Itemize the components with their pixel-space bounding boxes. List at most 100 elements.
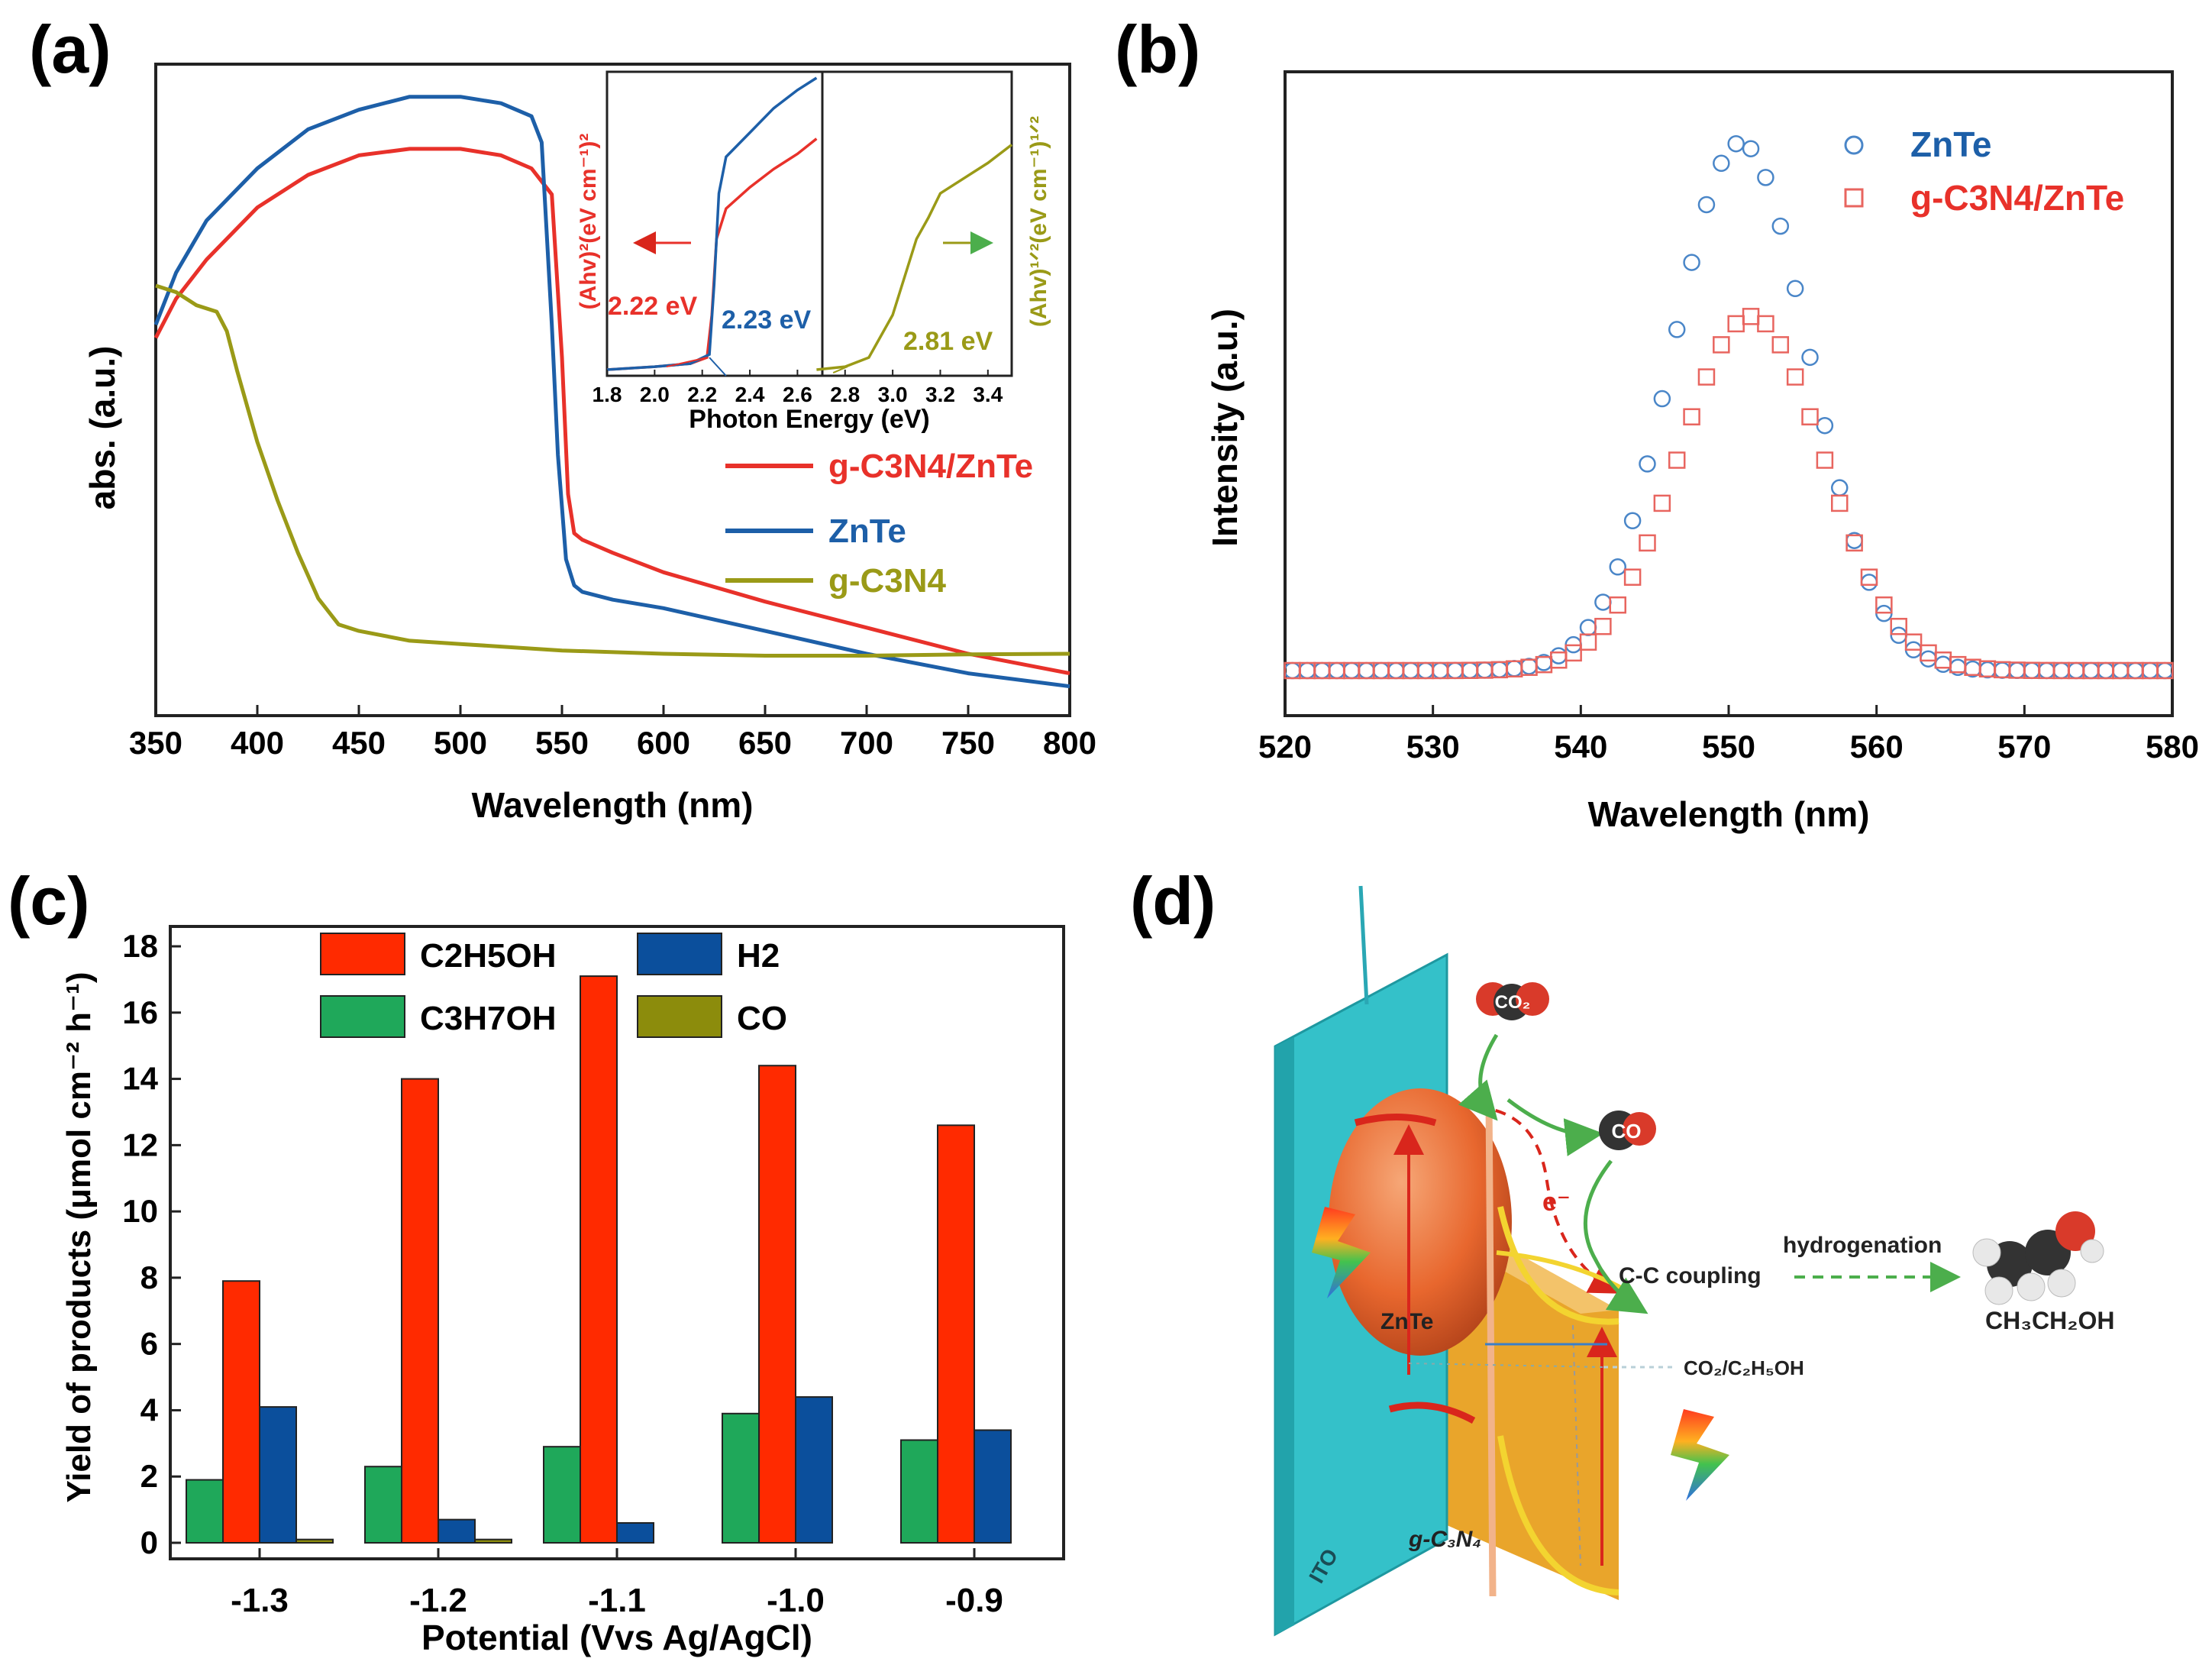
x-tick-label: 570 (1997, 729, 2051, 765)
panel-c-y-ticks: 0 2 4 6 8 10 12 14 16 18 (122, 928, 181, 1560)
interface-line (1485, 1099, 1497, 1597)
data-point-znte (1298, 661, 1316, 680)
ethanol-h-2 (1984, 1276, 2013, 1305)
znte-cb-band (1354, 1114, 1437, 1127)
data-point-znte (2097, 661, 2115, 680)
x-tick-label: 600 (637, 725, 690, 761)
data-point-znte (2126, 661, 2144, 680)
bar-h2--1.0 (795, 1396, 833, 1544)
data-point-g-c3n4-znte (1609, 596, 1626, 614)
inset-tangent-line (709, 357, 727, 377)
panel-c-y-label: Yield of products (μmol cm⁻² h⁻¹) (60, 972, 98, 1502)
legend-label-znte-b: ZnTe (1910, 124, 1991, 164)
ito-plate-edge (1275, 1037, 1294, 1634)
y-tick-label: 0 (140, 1524, 158, 1560)
znte-vb-band (1388, 1402, 1476, 1424)
inset-tangent-line (832, 366, 848, 373)
x-tick-label: -1.0 (767, 1582, 825, 1619)
data-point-znte (1520, 658, 1538, 675)
inset-y-label-right: (Ahv)¹ᐟ²(eV cm⁻¹)¹ᐟ² (1026, 116, 1051, 327)
data-point-znte (1284, 661, 1301, 680)
data-point-g-c3n4-znte (1831, 494, 1849, 512)
inset-annotation-2-22-ev: 2.22 eV (608, 292, 698, 321)
bar-c3h7oh--0.9 (900, 1439, 938, 1544)
panel-label-b: (b) (1115, 11, 1200, 87)
legend-label-h2: H2 (737, 937, 780, 975)
x-tick-label: -1.2 (409, 1582, 467, 1619)
data-point-znte (1490, 661, 1509, 678)
x-tick-label: 400 (231, 725, 284, 761)
panel-a-y-label: abs. (a.u.) (82, 346, 122, 510)
panel-b-legend: ZnTe g-C3N4/ZnTe (1844, 124, 2124, 218)
panel-c-x-ticks: -1.3 -1.2 -1.1 -1.0 -0.9 (231, 1548, 1003, 1619)
light-bolt-right-icon (1671, 1409, 1729, 1501)
panel-a-x-label: Wavelength (nm) (472, 785, 754, 825)
data-point-znte (1476, 661, 1494, 679)
data-point-znte (1653, 390, 1671, 408)
series-line-znte (153, 95, 1070, 689)
y-tick-label: 12 (122, 1127, 158, 1162)
data-point-g-c3n4-znte (1713, 336, 1730, 354)
y-tick-label: 18 (122, 928, 158, 964)
znte-label: ZnTe (1380, 1309, 1433, 1334)
data-point-g-c3n4-znte (1904, 633, 1923, 651)
data-point-znte (2023, 661, 2041, 680)
inset-x-label: Photon Energy (eV) (689, 405, 929, 434)
data-point-g-c3n4-znte (2156, 661, 2174, 680)
panel-a-legend: g-C3N4/ZnTe ZnTe g-C3N4 (725, 448, 1033, 600)
legend-marker-g-c3n4-znte (1844, 188, 1864, 208)
co2-label: CO₂ (1495, 992, 1531, 1013)
x-tick-label: 550 (1702, 729, 1755, 765)
data-point-g-c3n4-znte (1727, 315, 1745, 333)
bar-c3h7oh--1.0 (722, 1412, 760, 1544)
panel-a-uv-vis-chart: 350 400 450 500 550 600 650 700 750 800 Wavelengt… (82, 63, 1096, 825)
panel-b-frame (1284, 70, 2174, 717)
panel-label-a: (a) (29, 11, 111, 87)
electron-label: e⁻ (1542, 1188, 1571, 1217)
ethanol-oxygen (2055, 1211, 2095, 1251)
x-tick-label: 650 (738, 725, 792, 761)
data-point-znte (1609, 558, 1626, 576)
data-point-znte (1387, 661, 1405, 680)
data-point-g-c3n4-znte (1801, 408, 1819, 425)
panel-a-inset: 1.8 2.0 2.2 2.4 2.6 2.8 3.0 3.2 3.4 Photon Energ… (576, 70, 1051, 434)
panel-b-series (1284, 134, 2174, 680)
panel-b-y-label: Intensity (a.u.) (1205, 309, 1245, 547)
gcn-dashed-guide (1572, 1324, 1581, 1566)
data-point-znte (1505, 660, 1523, 677)
data-point-znte (1446, 661, 1464, 680)
data-point-znte (2038, 661, 2055, 680)
y-tick-label: 16 (122, 994, 158, 1030)
inset-x-tick-label: 3.0 (878, 383, 908, 406)
x-tick-label: -1.3 (231, 1582, 289, 1619)
data-point-znte (1342, 661, 1361, 680)
bar-c3h7oh--1.3 (186, 1479, 224, 1544)
bar-c3h7oh--1.2 (364, 1466, 402, 1544)
x-tick-label: 700 (840, 725, 893, 761)
data-point-znte (1727, 134, 1745, 153)
data-point-znte (1461, 661, 1479, 679)
data-point-g-c3n4-znte (1594, 617, 1612, 635)
hydrogenation-label: hydrogenation (1783, 1233, 1942, 1258)
inset-x-tick-label: 2.0 (640, 383, 670, 406)
data-point-znte (1550, 647, 1568, 664)
data-point-g-c3n4-znte (1845, 534, 1863, 552)
electron-path (1477, 1106, 1621, 1294)
panel-d-mechanism-diagram: ITO ZnTe CO₂/C₂H₅OH e⁻ CO₂ (1274, 885, 2114, 1637)
legend-swatch-c2h5oh (320, 933, 405, 975)
data-point-znte (2052, 661, 2070, 680)
x-tick-label: 520 (1258, 729, 1312, 765)
inset-x-tick-label: 2.4 (735, 383, 765, 406)
data-point-znte (1683, 254, 1700, 271)
legend-label-g-c3n4: g-C3N4 (828, 562, 947, 600)
data-point-znte (1328, 661, 1346, 680)
redox-label: CO₂/C₂H₅OH (1684, 1356, 1804, 1379)
legend-label-co: CO (737, 1000, 787, 1037)
ethanol-molecule (1972, 1211, 2104, 1305)
y-tick-label: 8 (140, 1259, 158, 1295)
bar-h2--1.1 (616, 1521, 654, 1544)
znte-sphere (1329, 1088, 1512, 1356)
co-oxygen (1623, 1112, 1656, 1146)
x-tick-label: -0.9 (945, 1582, 1003, 1619)
gcn-vb-band (1497, 1435, 1619, 1595)
